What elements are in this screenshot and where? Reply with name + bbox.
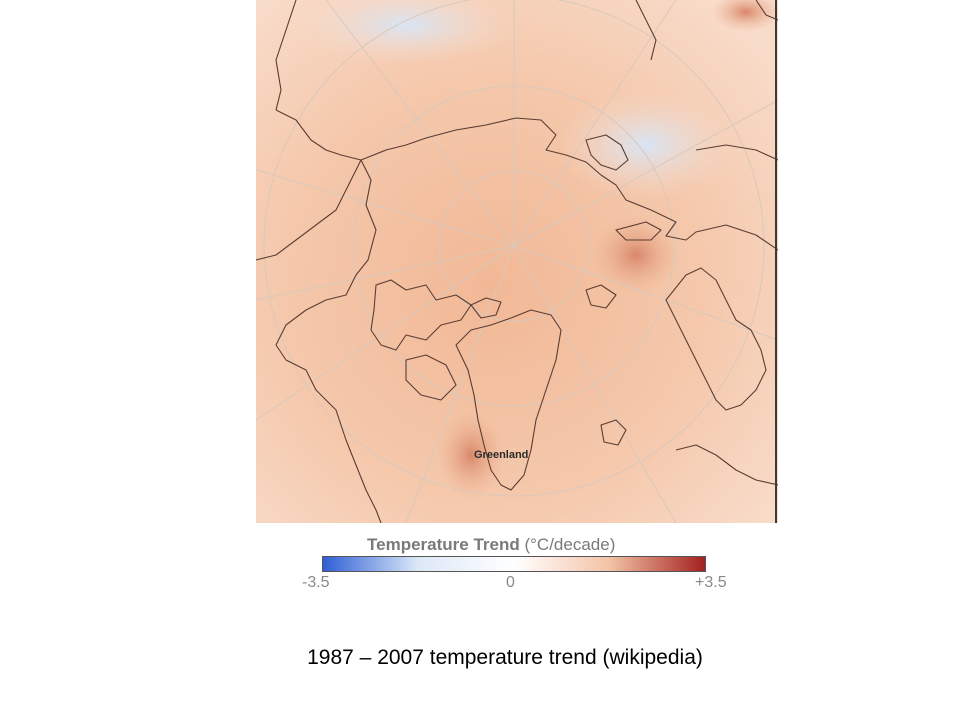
greenland-label: Greenland bbox=[474, 449, 528, 461]
color-legend: Temperature Trend (°C/decade) -3.5 0 +3.… bbox=[300, 530, 740, 600]
legend-unit: (°C/decade) bbox=[524, 535, 616, 554]
graticule bbox=[256, 0, 778, 523]
legend-mid-label: 0 bbox=[506, 574, 515, 591]
warm-hotspot bbox=[591, 215, 681, 295]
legend-title: Temperature Trend (°C/decade) bbox=[367, 535, 615, 555]
legend-title-text: Temperature Trend bbox=[367, 535, 520, 554]
temperature-trend-map: Greenland bbox=[256, 0, 778, 523]
coastlines bbox=[256, 0, 778, 523]
legend-min-label: -3.5 bbox=[302, 574, 330, 591]
legend-max-label: +3.5 bbox=[695, 574, 727, 591]
map-background bbox=[256, 0, 778, 523]
legend-color-bar bbox=[322, 556, 706, 572]
arctic-map-svg: Greenland bbox=[256, 0, 778, 523]
figure-caption: 1987 – 2007 temperature trend (wikipedia… bbox=[307, 646, 703, 669]
warm-hotspot bbox=[436, 410, 506, 500]
cold-region bbox=[296, 0, 516, 65]
cold-region bbox=[556, 90, 736, 200]
